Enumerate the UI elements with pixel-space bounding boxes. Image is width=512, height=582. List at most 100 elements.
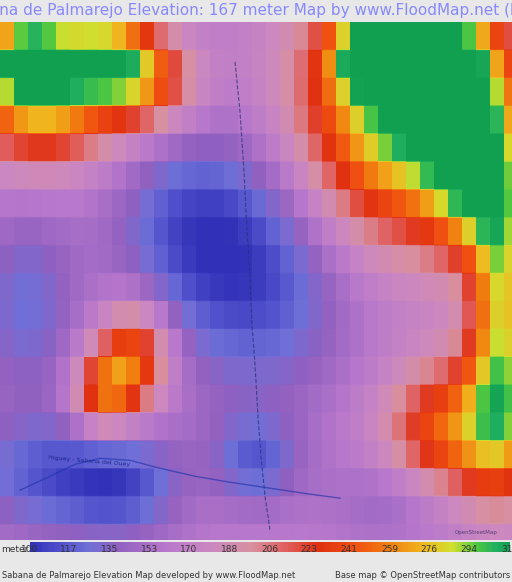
Bar: [228, 542, 230, 552]
Bar: [420, 542, 422, 552]
Bar: [130, 542, 131, 552]
Bar: [131, 542, 133, 552]
Bar: [383, 542, 385, 552]
Bar: [441, 542, 443, 552]
Bar: [432, 542, 434, 552]
Bar: [192, 542, 194, 552]
Bar: [350, 542, 352, 552]
Bar: [56, 542, 58, 552]
Bar: [39, 542, 41, 552]
Bar: [458, 542, 460, 552]
Bar: [230, 542, 232, 552]
Bar: [436, 542, 437, 552]
Bar: [170, 542, 172, 552]
Bar: [105, 542, 108, 552]
Bar: [112, 542, 113, 552]
Bar: [125, 542, 126, 552]
Bar: [164, 542, 166, 552]
Bar: [450, 542, 452, 552]
Bar: [299, 542, 301, 552]
Bar: [498, 542, 500, 552]
Bar: [101, 542, 102, 552]
Bar: [388, 542, 389, 552]
Bar: [273, 542, 275, 552]
Bar: [451, 542, 453, 552]
Bar: [438, 542, 440, 552]
Bar: [212, 542, 214, 552]
Bar: [296, 542, 298, 552]
Bar: [264, 542, 266, 552]
Bar: [161, 542, 162, 552]
Bar: [346, 542, 347, 552]
Bar: [403, 542, 405, 552]
Bar: [476, 542, 478, 552]
Bar: [277, 542, 279, 552]
Bar: [271, 542, 273, 552]
Text: 153: 153: [141, 545, 159, 554]
Bar: [390, 542, 392, 552]
Bar: [43, 542, 45, 552]
Bar: [91, 542, 93, 552]
Bar: [111, 542, 112, 552]
Bar: [191, 542, 193, 552]
Bar: [304, 542, 305, 552]
Bar: [354, 542, 356, 552]
Bar: [321, 542, 322, 552]
Bar: [421, 542, 423, 552]
Bar: [443, 542, 444, 552]
Bar: [347, 542, 349, 552]
Bar: [245, 542, 246, 552]
Bar: [372, 542, 374, 552]
Bar: [196, 542, 197, 552]
Bar: [157, 542, 159, 552]
Bar: [104, 542, 106, 552]
Bar: [423, 542, 425, 552]
Bar: [174, 542, 176, 552]
Bar: [294, 542, 296, 552]
Bar: [276, 542, 278, 552]
Bar: [155, 542, 157, 552]
Bar: [313, 542, 315, 552]
Bar: [284, 542, 286, 552]
Bar: [336, 542, 338, 552]
Bar: [460, 542, 461, 552]
Text: 188: 188: [221, 545, 238, 554]
Bar: [429, 542, 430, 552]
Bar: [315, 542, 317, 552]
Bar: [300, 542, 302, 552]
Bar: [76, 542, 77, 552]
Bar: [379, 542, 381, 552]
Bar: [121, 542, 123, 552]
Text: 294: 294: [461, 545, 478, 554]
Bar: [440, 542, 442, 552]
Bar: [491, 542, 493, 552]
Bar: [198, 542, 200, 552]
Bar: [463, 542, 465, 552]
Bar: [35, 542, 36, 552]
Bar: [509, 542, 510, 552]
Bar: [116, 542, 118, 552]
Bar: [398, 542, 400, 552]
Bar: [280, 542, 281, 552]
Bar: [359, 542, 360, 552]
Bar: [96, 542, 98, 552]
Bar: [217, 542, 219, 552]
Bar: [287, 542, 288, 552]
Bar: [241, 542, 243, 552]
Bar: [449, 542, 451, 552]
Bar: [235, 542, 237, 552]
Bar: [134, 542, 136, 552]
Bar: [42, 542, 44, 552]
Bar: [475, 542, 477, 552]
Bar: [80, 542, 82, 552]
Bar: [396, 542, 398, 552]
Bar: [147, 542, 150, 552]
Bar: [487, 542, 489, 552]
Bar: [54, 542, 56, 552]
Bar: [365, 542, 367, 552]
Bar: [102, 542, 104, 552]
Bar: [87, 542, 88, 552]
Bar: [122, 542, 124, 552]
Text: 241: 241: [341, 545, 358, 554]
Bar: [143, 542, 144, 552]
